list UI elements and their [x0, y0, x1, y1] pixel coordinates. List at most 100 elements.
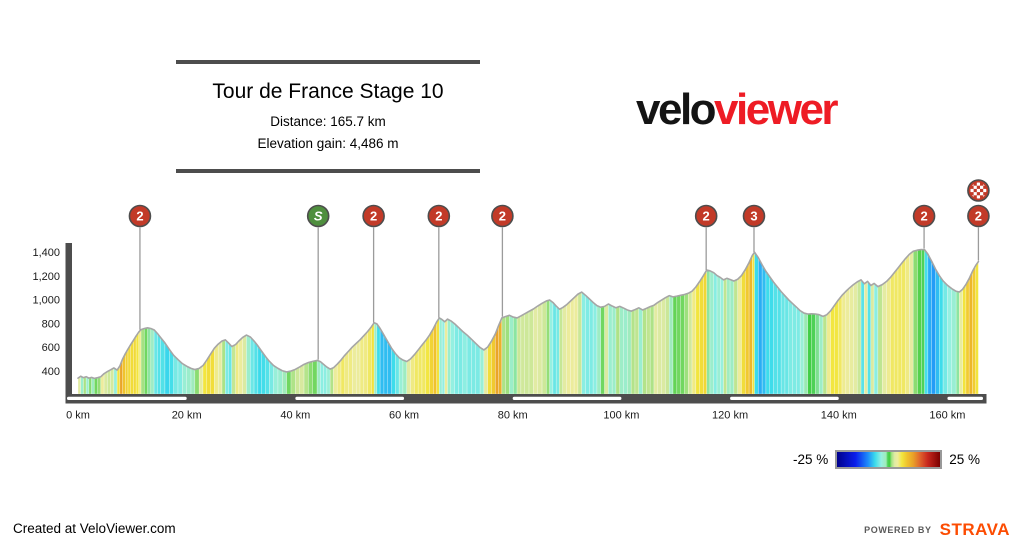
profile-bar [687, 290, 693, 395]
profile-bar [796, 306, 801, 395]
profile-bar [417, 344, 423, 395]
finish-flag-check [973, 185, 977, 189]
profile-bar [533, 305, 538, 395]
x-tick-label: 60 km [389, 410, 419, 422]
profile-bar [103, 371, 108, 395]
profile-bar [668, 295, 674, 395]
profile-bar [125, 348, 129, 395]
stage-title: Tour de France Stage 10 [212, 80, 444, 103]
profile-bar [546, 299, 550, 395]
profile-bar [720, 276, 724, 395]
profile-bar [549, 299, 554, 395]
axes [65, 243, 987, 404]
profile-bar [498, 317, 503, 395]
profile-bar [164, 342, 170, 395]
profile-bar [905, 253, 910, 395]
profile-bar [217, 340, 223, 395]
profile-bar [228, 342, 233, 395]
powered-by-label: POWERED BY [864, 525, 932, 535]
profile-bar [367, 326, 372, 395]
profile-bar [815, 313, 820, 395]
profile-bar [444, 318, 448, 395]
profile-bar [221, 339, 226, 395]
marker-circle [912, 204, 936, 228]
stage-elevation-gain: Elevation gain: 4,486 m [257, 135, 399, 151]
profile-bar [295, 366, 300, 395]
profile-bar [491, 333, 496, 395]
profile-bar [856, 279, 862, 395]
profile-bar [709, 270, 715, 395]
profile-bar [921, 249, 925, 395]
profile-bar [173, 354, 179, 395]
marker-label: 2 [370, 209, 377, 224]
profile-bar [516, 315, 522, 395]
finish-flag-check [973, 192, 977, 196]
logo-velo-text: velo [636, 85, 717, 134]
x-tick-label: 0 km [66, 410, 90, 422]
profile-bar [555, 305, 560, 395]
profile-bar [355, 339, 361, 395]
profile-bar [509, 314, 514, 395]
profile-bar [190, 368, 196, 395]
profile-bar [110, 367, 115, 395]
profile-bar [277, 367, 283, 395]
sprint-marker: S [306, 204, 330, 228]
x-tick-label: 120 km [712, 410, 748, 422]
profile-bar [541, 300, 547, 395]
profile-bar [733, 278, 738, 395]
profile-bar [113, 367, 118, 395]
profile-bar [623, 307, 628, 395]
profile-bar [501, 316, 506, 395]
x-axis-stripe [947, 396, 983, 400]
profile-bar [265, 355, 270, 395]
marker-label: 3 [750, 209, 757, 224]
profile-bar [864, 280, 868, 395]
profile-bar [881, 280, 887, 395]
profile-bar [706, 269, 711, 395]
profile-bar [379, 327, 385, 395]
profile-bar [282, 370, 287, 395]
profile-bar [308, 361, 313, 395]
profile-bar [901, 257, 906, 395]
profile-bar [649, 304, 655, 395]
profile-bar [615, 306, 621, 395]
profile-bar [886, 276, 891, 395]
profile-bar [312, 360, 318, 395]
profile-bar [528, 308, 534, 395]
profile-bar [398, 357, 404, 395]
profile-bar [520, 313, 525, 395]
profile-bar [723, 277, 728, 395]
profile-bar [939, 274, 944, 395]
climb-marker: 2 [362, 204, 385, 228]
profile-bar [927, 254, 932, 395]
profile-bar [537, 302, 543, 395]
profile-bars [77, 248, 979, 395]
profile-bar [402, 359, 408, 395]
profile-bar [326, 366, 331, 395]
profile-bar [676, 295, 681, 395]
profile-bar [924, 248, 929, 395]
profile-bar [955, 290, 960, 395]
profile-bar [505, 314, 510, 395]
profile-bar [577, 291, 582, 395]
profile-bar [822, 314, 828, 395]
finish-flag-check [983, 188, 987, 193]
profile-bar [592, 301, 598, 395]
x-tick-label: 80 km [498, 410, 528, 422]
climb-marker: 2 [694, 204, 718, 228]
profile-bar [917, 249, 922, 395]
profile-bar [414, 349, 419, 395]
profile-bar [947, 284, 953, 395]
profile-bar [672, 295, 678, 395]
profile-bar [968, 271, 973, 395]
profile-bar [758, 257, 763, 395]
profile-bar [581, 291, 586, 395]
gradient-legend-bar [835, 450, 943, 469]
marker-label: S [314, 209, 323, 224]
profile-bar [765, 270, 770, 395]
profile-bar [959, 288, 963, 395]
powered-by-block: POWERED BY STRAVA [864, 520, 1010, 540]
profile-bar [153, 329, 158, 395]
profile-bar [604, 303, 609, 395]
profile-bar [83, 376, 87, 395]
